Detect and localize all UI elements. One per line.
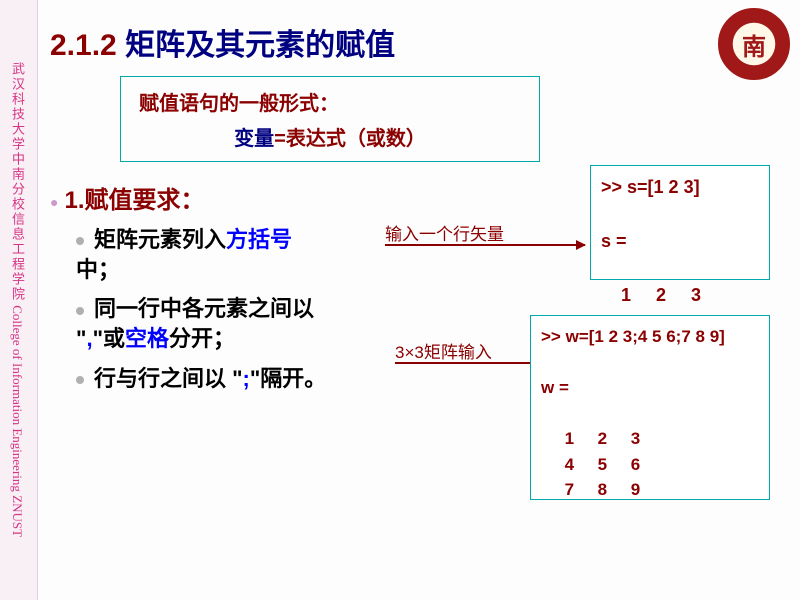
list-item: 同一行中各元素之间以 ","或空格分开；: [76, 294, 336, 353]
title-number: 2.1.2: [50, 29, 117, 62]
sidebar: 武汉科技大学中南分校信息工程学院 College of Information …: [0, 0, 38, 600]
bullet-icon: ●: [50, 194, 58, 210]
list-item: 行与行之间以 ";"隔开。: [76, 364, 336, 394]
arrow-icon: [385, 244, 585, 246]
arrow-icon: [395, 362, 543, 364]
code-output-matrix: >> w=[1 2 3;4 5 6;7 8 9] w = 1 2 3 4 5 6…: [530, 315, 770, 500]
slide-title: 2.1.2 矩阵及其元素的赋值: [50, 20, 790, 64]
slide-content: 2.1.2 矩阵及其元素的赋值 赋值语句的一般形式： 变量=表达式（或数） ●1…: [50, 20, 790, 590]
formula-box: 赋值语句的一般形式： 变量=表达式（或数）: [120, 76, 540, 162]
annotation-row-vector: 输入一个行矢量: [385, 220, 504, 245]
requirements-list: 矩阵元素列入方括号中； 同一行中各元素之间以 ","或空格分开； 行与行之间以 …: [76, 225, 336, 393]
sub-bullet-icon: [76, 307, 84, 315]
annotation-matrix: 3×3矩阵输入: [395, 338, 492, 363]
formula-expression: 变量=表达式（或数）: [139, 122, 521, 151]
sub-bullet-icon: [76, 376, 84, 384]
sub-bullet-icon: [76, 237, 84, 245]
list-item: 矩阵元素列入方括号中；: [76, 225, 336, 284]
sidebar-text: 武汉科技大学中南分校信息工程学院 College of Information …: [8, 62, 29, 537]
formula-caption: 赋值语句的一般形式：: [139, 87, 521, 116]
title-text: 矩阵及其元素的赋值: [117, 29, 395, 62]
code-output-vector: >> s=[1 2 3] s = 1 2 3: [590, 165, 770, 280]
